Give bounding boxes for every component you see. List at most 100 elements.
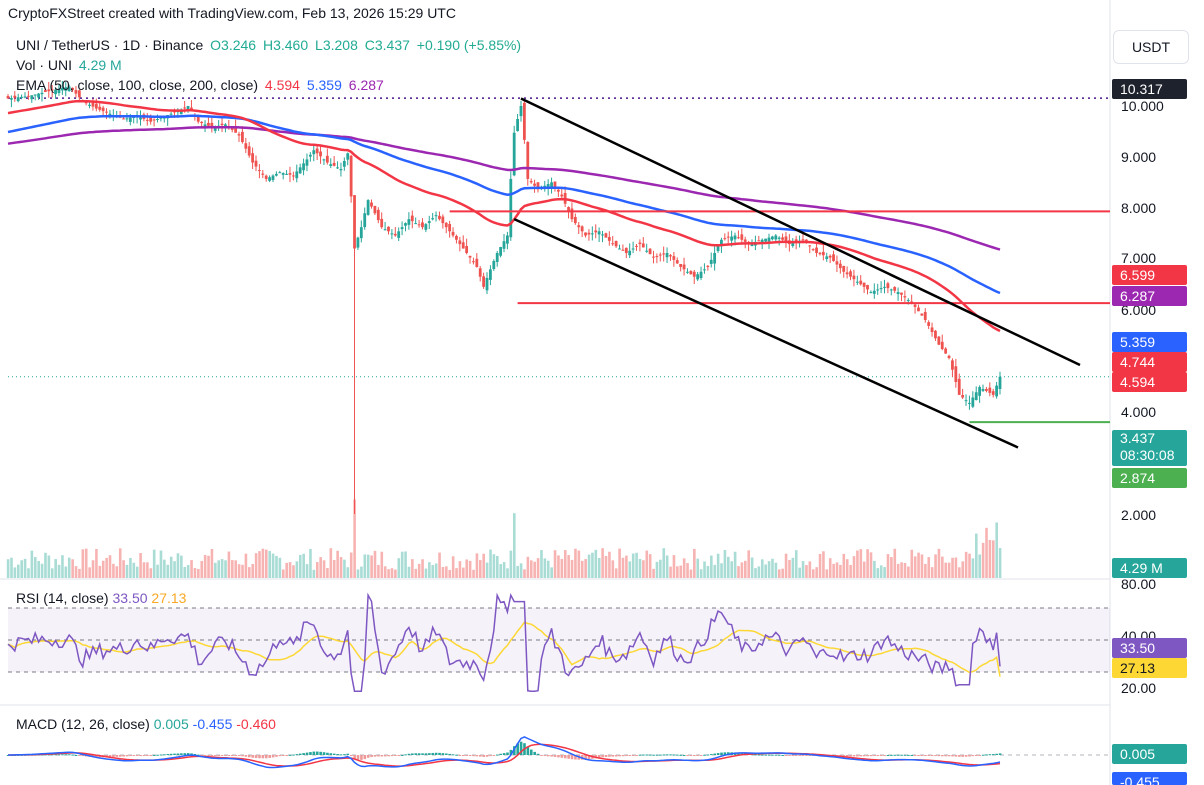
macd-histogram-bar — [207, 755, 210, 756]
volume-bar — [998, 548, 1002, 578]
macd-histogram-bar — [971, 755, 975, 757]
candle-body — [183, 107, 187, 109]
macd-histogram-bar — [349, 755, 353, 756]
rsi-ma-tag: 27.13 — [1112, 658, 1187, 678]
macd-histogram-bar — [686, 755, 689, 756]
volume-bar — [930, 567, 934, 578]
macd-histogram-bar — [156, 754, 159, 756]
macd-histogram-bar — [71, 754, 74, 756]
candle-body — [6, 95, 10, 99]
candle-body — [57, 88, 61, 93]
candle-body — [9, 98, 13, 100]
candle-body — [451, 231, 455, 236]
volume-bar — [570, 559, 574, 578]
macd-histogram-bar — [886, 754, 890, 756]
candle-body — [444, 222, 448, 228]
candle-body — [917, 307, 920, 312]
macd-histogram-bar — [958, 755, 961, 757]
macd-histogram-bar — [574, 755, 577, 760]
volume-bar — [332, 559, 336, 578]
macd-histogram-bar — [336, 754, 339, 756]
candle-body — [43, 89, 47, 93]
volume-bar — [315, 562, 319, 578]
volume-bar — [220, 559, 224, 578]
volume-bar — [6, 559, 10, 578]
volume-bar — [472, 569, 475, 578]
volume-bar — [811, 569, 815, 578]
volume-bar — [954, 557, 958, 578]
rsi-legend[interactable]: RSI (14, close) 33.50 27.13 — [16, 590, 186, 606]
macd-histogram-bar — [737, 752, 740, 755]
volume-bar — [886, 554, 890, 578]
candle-body — [257, 170, 261, 172]
macd-histogram-bar — [672, 754, 676, 756]
macd-histogram-bar — [502, 753, 506, 755]
symbol-label[interactable]: UNI / TetherUS · 1D · Binance — [16, 37, 204, 53]
high-line-tag: 10.317 — [1112, 79, 1187, 99]
volume-bar — [839, 564, 842, 578]
countdown-value: 08:30:08 — [1120, 447, 1175, 463]
volume-bar — [981, 542, 985, 578]
volume-bar — [319, 557, 322, 578]
volume-bar — [859, 549, 863, 578]
rsi-band — [8, 608, 1110, 672]
candle-body — [743, 239, 747, 242]
candle-body — [482, 276, 486, 287]
volume-bar — [563, 550, 567, 578]
candle-body — [934, 330, 937, 339]
candle-body — [567, 207, 570, 212]
macd-histogram-bar — [961, 755, 965, 757]
volume-bar — [404, 551, 407, 578]
candle-body — [957, 378, 961, 395]
candle-body — [512, 132, 516, 176]
volume-bar — [261, 548, 265, 578]
macd-histogram-bar — [404, 754, 407, 756]
candle-body — [777, 237, 781, 239]
volume-bar — [305, 564, 309, 578]
ema50-line — [7, 99, 1001, 333]
rsi-line — [7, 592, 1001, 692]
macd-histogram-bar — [424, 753, 428, 755]
macd-histogram-bar — [608, 755, 611, 757]
volume-bar — [499, 564, 503, 578]
candle-body — [665, 252, 669, 258]
volume-bar — [186, 565, 190, 578]
volume-bar — [37, 560, 40, 578]
ema200-line — [7, 126, 1001, 251]
price-tick: 8.000 — [1121, 200, 1157, 216]
macd-histogram-bar — [146, 755, 149, 756]
candle-body — [947, 355, 951, 359]
rsi-tick: 20.00 — [1121, 680, 1157, 696]
macd-histogram-bar — [546, 755, 550, 757]
macd-histogram-bar — [353, 755, 356, 759]
macd-histogram-bar — [896, 754, 900, 756]
ema-legend[interactable]: EMA (50, close, 100, close, 200, close) … — [16, 77, 387, 93]
volume-bar — [798, 567, 801, 578]
candle-body — [696, 274, 700, 280]
macd-histogram-bar — [445, 753, 448, 755]
volume-bar — [597, 558, 601, 578]
macd-histogram-bar — [713, 753, 717, 755]
macd-histogram-bar — [655, 754, 659, 756]
candle-body — [298, 167, 302, 174]
macd-histogram-bar — [169, 753, 173, 755]
candle-body — [760, 239, 764, 243]
candle-body — [655, 256, 659, 258]
volume-bar — [543, 558, 547, 578]
volume-bar — [910, 549, 914, 578]
candle-body — [261, 173, 265, 175]
currency-button[interactable]: USDT — [1113, 30, 1189, 64]
volume-bar — [431, 564, 435, 578]
macd-histogram-bar — [394, 755, 397, 756]
macd-histogram-bar — [727, 752, 730, 755]
macd-histogram-bar — [628, 755, 632, 756]
candle-body — [37, 93, 40, 98]
macd-histogram-bar — [431, 752, 435, 755]
candle-body — [410, 215, 414, 222]
macd-legend[interactable]: MACD (12, 26, close) 0.005 -0.455 -0.460 — [16, 716, 276, 732]
candle-body — [682, 264, 686, 270]
candle-body — [91, 102, 95, 107]
volume-legend[interactable]: Vol · UNI 4.29 M — [16, 57, 125, 73]
candle-body — [886, 283, 890, 289]
